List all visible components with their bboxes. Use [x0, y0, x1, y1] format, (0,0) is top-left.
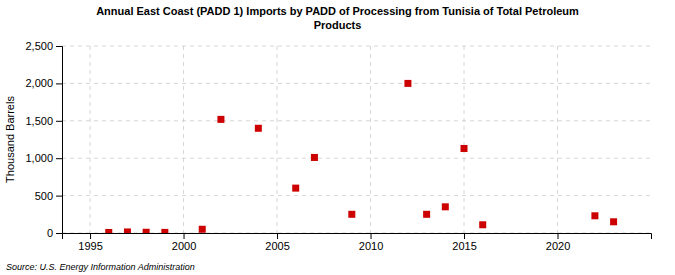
axis-line — [56, 47, 63, 234]
point — [423, 211, 430, 218]
tick-label: 2015 — [452, 240, 476, 252]
y-axis: 0 500 1,000 1,500 2,000 2,500 — [25, 40, 62, 239]
point — [404, 80, 411, 87]
point — [479, 221, 486, 228]
title-line: Products — [314, 19, 362, 31]
tick-mark — [184, 233, 185, 239]
tick: 2,500 — [25, 40, 62, 52]
tick: 2015 — [452, 233, 476, 252]
point — [105, 229, 112, 233]
grid-line — [62, 46, 651, 47]
tick-mark — [558, 233, 559, 239]
point — [124, 228, 131, 233]
tick-mark — [90, 233, 91, 239]
tick-mark — [56, 196, 62, 197]
axis-line — [63, 234, 652, 240]
tick: 0 — [47, 227, 62, 239]
grid-line — [90, 46, 91, 233]
grid-line — [62, 158, 651, 159]
tick-label: 1,500 — [25, 115, 53, 127]
tick-label: 2020 — [546, 240, 570, 252]
tick-label: 2,000 — [25, 77, 53, 89]
grid-line — [62, 195, 651, 196]
point — [610, 218, 617, 225]
point — [161, 229, 168, 233]
tick: 2000 — [172, 233, 196, 252]
tick-mark — [56, 121, 62, 122]
tick: 1,500 — [25, 115, 62, 127]
tick: 2020 — [546, 233, 570, 252]
grid-line — [62, 83, 651, 84]
point — [591, 212, 598, 219]
plot-area: 1995 2000 2005 2010 2015 2020 0 500 1,000 1,500 2,… — [25, 40, 651, 252]
tick: 1,000 — [25, 152, 62, 164]
grid — [62, 46, 651, 233]
tick: 2,000 — [25, 77, 62, 89]
grid-line — [183, 46, 184, 233]
tick-label: 1,000 — [25, 152, 53, 164]
tick-mark — [56, 233, 62, 234]
point — [217, 116, 224, 123]
tick-mark — [56, 83, 62, 84]
tick-mark — [56, 158, 62, 159]
title-line: Annual East Coast (PADD 1) Imports by PA… — [96, 5, 579, 17]
point — [348, 211, 355, 218]
point — [199, 226, 206, 233]
tick: 2010 — [359, 233, 383, 252]
title: Annual East Coast (PADD 1) Imports by PA… — [96, 5, 579, 31]
point — [442, 203, 449, 210]
points — [105, 80, 617, 233]
grid-line — [464, 46, 465, 233]
point — [311, 154, 318, 161]
grid-line — [370, 46, 371, 233]
source: Source: U.S. Energy Information Administ… — [6, 262, 195, 272]
tick-label: 1995 — [78, 240, 102, 252]
tick-mark — [371, 233, 372, 239]
grid-line — [557, 46, 558, 233]
point — [143, 229, 150, 233]
point — [255, 125, 262, 132]
point — [292, 185, 299, 192]
grid-line — [277, 46, 278, 233]
y-axis-title: Thousand Barrels — [4, 96, 16, 183]
chart: 1995 2000 2005 2010 2015 2020 0 500 1,000 1,500 2,… — [0, 0, 675, 275]
tick-mark — [464, 233, 465, 239]
tick: 500 — [35, 190, 62, 202]
tick-label: 0 — [47, 227, 53, 239]
tick: 1995 — [78, 233, 102, 252]
x-axis: 1995 2000 2005 2010 2015 2020 — [63, 233, 652, 252]
tick-label: 2005 — [265, 240, 289, 252]
grid-line — [62, 120, 651, 121]
tick-label: 2010 — [359, 240, 383, 252]
tick-label: 500 — [35, 190, 53, 202]
point — [461, 145, 468, 152]
tick-mark — [277, 233, 278, 239]
tick-mark — [56, 46, 62, 47]
tick-label: 2,500 — [25, 40, 53, 52]
tick: 2005 — [265, 233, 289, 252]
tick-label: 2000 — [172, 240, 196, 252]
